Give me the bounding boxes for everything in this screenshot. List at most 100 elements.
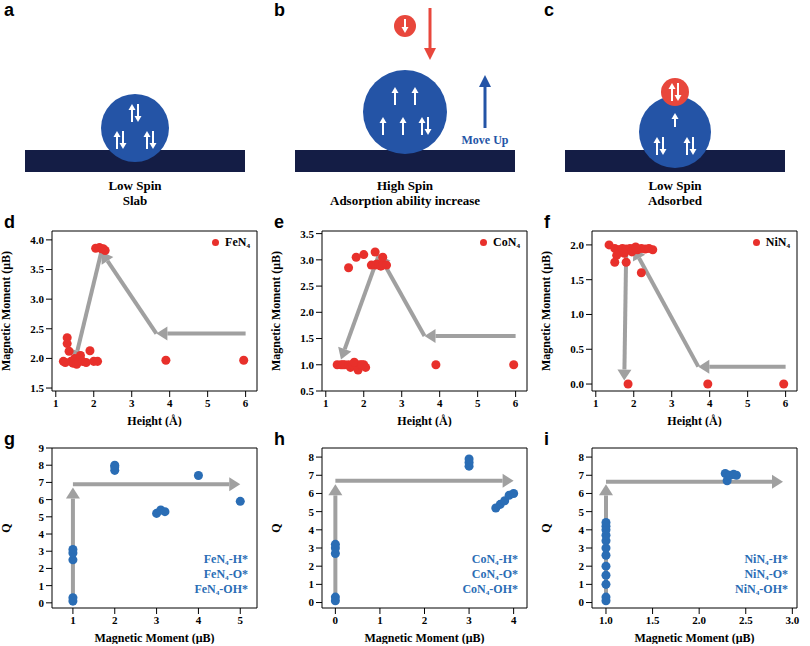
- svg-text:1.5: 1.5: [646, 614, 660, 626]
- svg-text:1.0: 1.0: [570, 308, 584, 320]
- svg-text:2: 2: [631, 397, 637, 409]
- svg-text:2: 2: [579, 560, 585, 572]
- svg-text:2: 2: [112, 614, 118, 626]
- svg-text:2.5: 2.5: [30, 323, 44, 335]
- svg-text:0: 0: [579, 596, 585, 608]
- svg-text:1: 1: [53, 397, 59, 409]
- svg-text:1: 1: [39, 580, 45, 592]
- svg-text:Q: Q: [0, 523, 13, 532]
- svg-text:2.0: 2.0: [570, 239, 584, 251]
- svg-text:6: 6: [243, 397, 249, 409]
- svg-text:3: 3: [399, 397, 405, 409]
- svg-text:4: 4: [309, 524, 315, 536]
- svg-text:1: 1: [377, 614, 383, 626]
- svg-text:0: 0: [39, 597, 45, 609]
- svg-text:5: 5: [205, 397, 211, 409]
- svg-text:5: 5: [579, 506, 585, 518]
- svg-text:4: 4: [437, 397, 443, 409]
- svg-text:6: 6: [39, 494, 45, 506]
- svg-text:9: 9: [39, 442, 45, 454]
- svg-text:0.5: 0.5: [570, 343, 584, 355]
- svg-text:1: 1: [323, 397, 329, 409]
- svg-text:2: 2: [91, 397, 97, 409]
- svg-text:6: 6: [513, 397, 519, 409]
- svg-text:1.0: 1.0: [599, 614, 613, 626]
- svg-text:2: 2: [361, 397, 367, 409]
- svg-text:Adsorbed: Adsorbed: [648, 193, 703, 208]
- svg-text:1.5: 1.5: [300, 332, 314, 344]
- svg-text:5: 5: [238, 614, 244, 626]
- svg-text:4: 4: [196, 614, 202, 626]
- svg-text:3.5: 3.5: [30, 263, 44, 275]
- svg-text:1: 1: [70, 614, 76, 626]
- svg-text:Q: Q: [540, 523, 553, 532]
- svg-text:0.0: 0.0: [570, 378, 584, 390]
- svg-text:5: 5: [39, 511, 45, 523]
- svg-text:3: 3: [309, 542, 315, 554]
- svg-text:7: 7: [39, 476, 45, 488]
- svg-text:3: 3: [129, 397, 135, 409]
- svg-text:8: 8: [309, 451, 315, 463]
- svg-text:High Spin: High Spin: [377, 178, 434, 193]
- svg-text:3: 3: [39, 545, 45, 557]
- svg-text:3.0: 3.0: [300, 254, 314, 266]
- svg-text:2.0: 2.0: [692, 614, 706, 626]
- svg-text:3: 3: [466, 614, 472, 626]
- svg-text:5: 5: [475, 397, 481, 409]
- svg-text:Magnetic Moment (μB): Magnetic Moment (μB): [270, 251, 283, 371]
- svg-text:Magnetic Moment (μB): Magnetic Moment (μB): [364, 631, 484, 644]
- svg-text:3.5: 3.5: [300, 228, 314, 240]
- html-text:FeN₄: FeN₄: [225, 235, 250, 249]
- svg-text:2: 2: [309, 560, 315, 572]
- svg-text:2.0: 2.0: [300, 306, 314, 318]
- svg-text:0: 0: [309, 596, 315, 608]
- svg-text:2.5: 2.5: [739, 614, 753, 626]
- svg-text:Move Up: Move Up: [462, 133, 509, 147]
- svg-text:5: 5: [745, 397, 751, 409]
- svg-text:1.0: 1.0: [300, 359, 314, 371]
- svg-text:3: 3: [154, 614, 160, 626]
- html-text:CoN₄: CoN₄: [493, 235, 520, 249]
- svg-text:0.5: 0.5: [300, 385, 314, 397]
- svg-text:4: 4: [167, 397, 173, 409]
- svg-text:Magnetic Moment (μB): Magnetic Moment (μB): [0, 251, 13, 371]
- svg-text:7: 7: [309, 469, 315, 481]
- svg-text:Adsorption ability increase: Adsorption ability increase: [330, 193, 480, 208]
- svg-text:Low Spin: Low Spin: [648, 178, 702, 193]
- svg-text:8: 8: [39, 459, 45, 471]
- svg-text:5: 5: [309, 506, 315, 518]
- svg-text:4.0: 4.0: [30, 234, 44, 246]
- svg-text:Slab: Slab: [123, 193, 148, 208]
- svg-text:Height (Å): Height (Å): [397, 414, 451, 427]
- svg-text:1.5: 1.5: [570, 274, 584, 286]
- svg-text:Low Spin: Low Spin: [108, 178, 162, 193]
- svg-text:Height (Å): Height (Å): [667, 414, 721, 427]
- svg-text:1: 1: [593, 397, 599, 409]
- svg-text:3: 3: [579, 542, 585, 554]
- svg-text:1: 1: [579, 578, 585, 590]
- svg-text:2.5: 2.5: [300, 280, 314, 292]
- svg-text:4: 4: [707, 397, 713, 409]
- svg-text:1.5: 1.5: [30, 382, 44, 394]
- svg-text:Height (Å): Height (Å): [127, 414, 181, 427]
- svg-text:0: 0: [333, 614, 339, 626]
- svg-text:6: 6: [783, 397, 789, 409]
- svg-text:Magnetic Moment (μB): Magnetic Moment (μB): [540, 251, 553, 371]
- svg-text:4: 4: [511, 614, 517, 626]
- svg-text:4: 4: [39, 528, 45, 540]
- svg-text:2: 2: [39, 562, 45, 574]
- svg-text:6: 6: [309, 487, 315, 499]
- svg-text:3.0: 3.0: [30, 293, 44, 305]
- svg-text:4: 4: [579, 524, 585, 536]
- svg-text:1: 1: [309, 578, 315, 590]
- svg-text:7: 7: [579, 469, 585, 481]
- svg-text:8: 8: [579, 451, 585, 463]
- svg-text:Q: Q: [270, 523, 283, 532]
- svg-text:Magnetic Moment (μB): Magnetic Moment (μB): [94, 631, 214, 644]
- svg-text:2.0: 2.0: [30, 352, 44, 364]
- svg-text:3: 3: [669, 397, 675, 409]
- svg-text:Magnetic Moment (μB): Magnetic Moment (μB): [634, 631, 754, 644]
- svg-text:6: 6: [579, 487, 585, 499]
- svg-text:2: 2: [422, 614, 428, 626]
- svg-text:3.0: 3.0: [785, 614, 799, 626]
